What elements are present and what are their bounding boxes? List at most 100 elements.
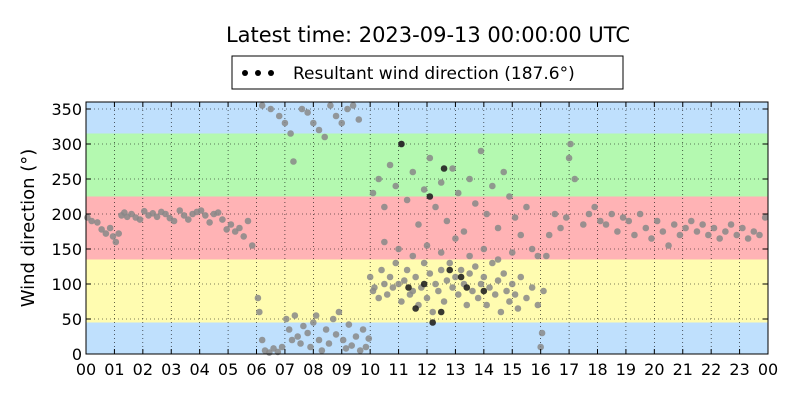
- data-point: [497, 308, 505, 316]
- data-point: [310, 119, 317, 127]
- legend-box: [231, 55, 624, 90]
- data-point: [332, 112, 340, 120]
- data-point: [511, 291, 519, 298]
- data-point: [109, 233, 117, 240]
- data-point: [291, 312, 299, 319]
- data-point: [699, 221, 706, 228]
- data-point: [437, 249, 445, 256]
- data-point: [115, 230, 122, 237]
- data-point: [381, 280, 388, 288]
- y-axis-ticks: 0 50 100 150 200 250 300 350: [51, 100, 768, 364]
- data-point: [483, 301, 490, 309]
- data-point: [443, 277, 451, 284]
- data-point: [359, 326, 367, 333]
- data-point: [538, 329, 546, 337]
- data-point: [294, 333, 302, 340]
- data-point: [338, 119, 346, 127]
- data-point: [562, 214, 570, 221]
- data-point: [362, 343, 370, 351]
- data-point: [412, 273, 419, 281]
- data-point-dark: [398, 140, 405, 148]
- data-point: [545, 231, 553, 239]
- data-point: [369, 189, 377, 197]
- data-point: [403, 196, 411, 204]
- data-point: [523, 294, 530, 302]
- data-point: [489, 259, 496, 267]
- data-point: [472, 263, 479, 270]
- data-point: [342, 345, 350, 352]
- data-point: [551, 210, 559, 218]
- data-point: [335, 308, 343, 316]
- data-point: [409, 252, 417, 260]
- data-point: [258, 336, 266, 344]
- data-point: [534, 252, 542, 260]
- x-tick-label: 18: [587, 360, 607, 379]
- x-tick-label: 22: [701, 360, 721, 379]
- data-point: [332, 331, 340, 338]
- data-point: [528, 284, 536, 291]
- y-tick-label: 350: [51, 100, 82, 119]
- data-point-dark: [440, 165, 448, 172]
- data-point: [756, 231, 763, 239]
- data-point: [494, 277, 502, 284]
- data-point-dark: [463, 284, 471, 291]
- data-point: [463, 301, 471, 309]
- data-point-dark: [420, 280, 428, 288]
- data-point: [710, 224, 718, 232]
- data-point: [307, 343, 314, 351]
- data-point-dark: [412, 305, 419, 312]
- x-tick-label: 10: [360, 360, 380, 379]
- data-point: [452, 273, 459, 281]
- y-tick-label: 300: [51, 135, 82, 154]
- x-tick-label: 15: [502, 360, 522, 379]
- y-tick-label: 100: [51, 275, 82, 294]
- direction-band: [86, 102, 768, 134]
- data-point: [300, 322, 307, 330]
- data-point: [214, 209, 222, 216]
- data-point: [325, 340, 333, 347]
- data-point: [153, 213, 161, 221]
- data-point: [500, 168, 508, 176]
- y-tick-label: 150: [51, 240, 82, 259]
- x-tick-label: 20: [644, 360, 664, 379]
- data-point: [392, 259, 400, 267]
- data-point: [523, 203, 530, 211]
- x-tick-label: 19: [616, 360, 636, 379]
- data-point: [349, 102, 357, 109]
- data-point: [472, 200, 479, 207]
- x-tick-label: 03: [161, 360, 181, 379]
- data-point: [722, 228, 729, 235]
- data-point: [371, 284, 378, 291]
- data-point: [312, 312, 320, 319]
- x-tick-label: 02: [133, 360, 153, 379]
- data-point: [443, 217, 451, 225]
- data-point: [381, 203, 388, 211]
- data-point: [608, 210, 616, 218]
- data-point: [454, 189, 462, 197]
- data-point: [540, 287, 547, 295]
- data-point: [491, 291, 499, 298]
- data-point: [750, 228, 758, 235]
- data-point: [429, 308, 436, 316]
- data-point: [506, 193, 513, 200]
- y-axis-label: Wind direction (°): [18, 149, 39, 308]
- data-point: [162, 210, 169, 218]
- data-point: [415, 221, 422, 228]
- x-tick-label: 07: [275, 360, 295, 379]
- data-point: [321, 133, 329, 141]
- data-point: [366, 273, 374, 281]
- data-point: [256, 308, 263, 316]
- data-point: [625, 217, 633, 225]
- data-point: [185, 216, 192, 223]
- data-point: [571, 175, 579, 183]
- x-tick-label: 08: [303, 360, 323, 379]
- x-tick-label: 17: [559, 360, 579, 379]
- data-point: [248, 242, 256, 249]
- data-point: [642, 224, 650, 232]
- data-point: [517, 231, 525, 239]
- data-point: [534, 301, 542, 309]
- x-tick-label: 04: [189, 360, 209, 379]
- data-point: [94, 219, 101, 226]
- data-point: [454, 291, 462, 298]
- data-point: [420, 186, 428, 193]
